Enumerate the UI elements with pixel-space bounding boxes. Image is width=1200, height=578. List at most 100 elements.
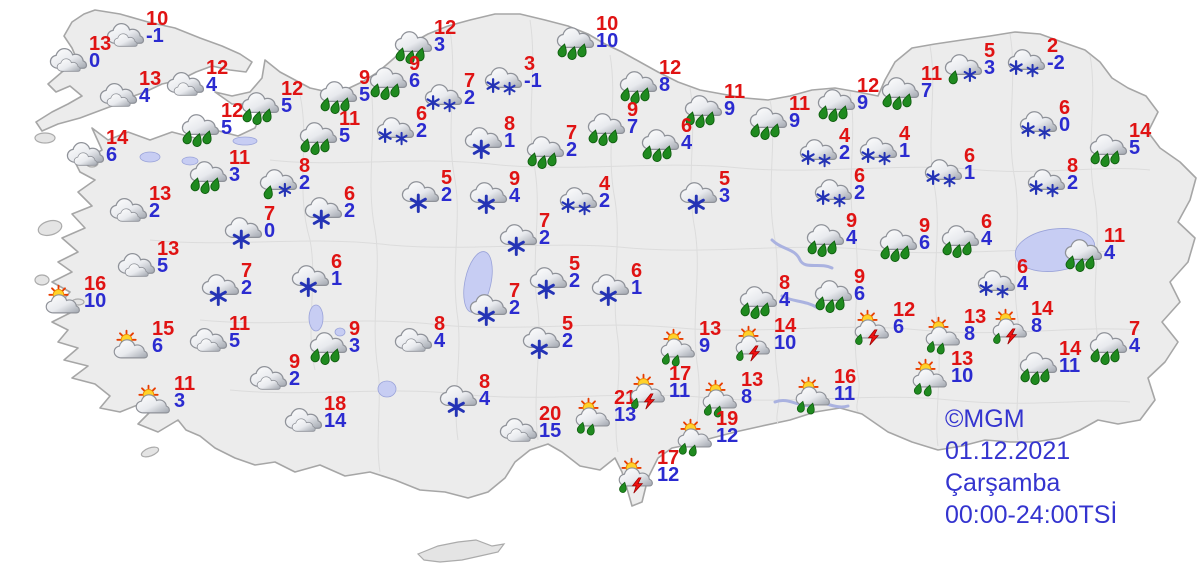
snow-icon: [438, 382, 478, 418]
weather-station[interactable]: 13 8: [700, 370, 763, 416]
cloudy-icon: [116, 249, 156, 285]
low-temp: 3: [984, 57, 996, 79]
weather-station[interactable]: 13 8: [923, 307, 986, 353]
high-temp: 13: [951, 348, 974, 370]
weather-station[interactable]: 20 15: [498, 404, 561, 450]
weather-station[interactable]: 11 3: [188, 148, 250, 194]
high-temp: 8: [434, 313, 446, 335]
low-temp: 5: [221, 117, 233, 139]
weather-station[interactable]: 14 6: [65, 128, 128, 174]
low-temp: 3: [434, 34, 446, 56]
weather-station[interactable]: 13 9: [658, 319, 721, 365]
weather-station[interactable]: 13 5: [116, 239, 179, 285]
weather-station[interactable]: 12 9: [816, 76, 879, 122]
weather-station[interactable]: 10 10: [555, 14, 618, 60]
weather-station[interactable]: 3 -1: [483, 54, 542, 100]
weather-station[interactable]: 16 11: [793, 367, 856, 413]
weather-station[interactable]: 15 6: [111, 319, 174, 365]
low-temp: 3: [719, 185, 731, 207]
weather-station[interactable]: 14 5: [1088, 121, 1151, 167]
weather-station[interactable]: 2 -2: [1006, 36, 1065, 82]
weather-station[interactable]: 11 5: [298, 109, 360, 155]
high-temp: 6: [964, 145, 976, 167]
weather-station[interactable]: 12 6: [852, 300, 915, 346]
weather-station[interactable]: 12 5: [180, 101, 243, 147]
weather-station[interactable]: 13 0: [48, 34, 111, 80]
weather-station[interactable]: 11 9: [683, 82, 745, 128]
weather-station[interactable]: 13 2: [108, 184, 171, 230]
weather-station[interactable]: 19 12: [675, 409, 738, 455]
weather-station[interactable]: 11 3: [133, 374, 195, 420]
weather-station[interactable]: 11 9: [748, 94, 810, 140]
high-temp: 9: [919, 215, 931, 237]
weather-station[interactable]: 11 5: [188, 314, 250, 360]
cloudy-icon: [283, 404, 323, 440]
weather-station[interactable]: 10 -1: [105, 9, 168, 55]
cloudy-icon: [165, 68, 205, 104]
forecast-date: 01.12.2021: [945, 437, 1071, 465]
high-temp: 4: [599, 173, 611, 195]
low-temp: 4: [681, 132, 693, 154]
weather-station[interactable]: 12 5: [240, 79, 303, 125]
weather-station[interactable]: 12 8: [618, 58, 681, 104]
station-temps: 12 8: [659, 58, 681, 95]
weather-station[interactable]: 16 10: [43, 274, 106, 320]
weather-station[interactable]: 14 8: [990, 299, 1053, 345]
weather-station[interactable]: 17 11: [628, 364, 691, 410]
weather-station[interactable]: 11 7: [880, 64, 942, 110]
weather-station[interactable]: 21 13: [573, 388, 636, 434]
weather-station[interactable]: 12 3: [393, 18, 456, 64]
weather-station[interactable]: 12 4: [165, 58, 228, 104]
weather-station[interactable]: 11 4: [1063, 226, 1125, 272]
weather-station[interactable]: 13 4: [98, 69, 161, 115]
weather-station[interactable]: 17 12: [616, 448, 679, 494]
weather-station[interactable]: 14 11: [1018, 339, 1081, 385]
weather-station[interactable]: 18 14: [283, 394, 346, 440]
weather-station[interactable]: 13 10: [910, 349, 973, 395]
weather-station[interactable]: 14 10: [733, 316, 796, 362]
high-temp: 15: [152, 318, 175, 340]
station-temps: 15 6: [152, 318, 175, 356]
